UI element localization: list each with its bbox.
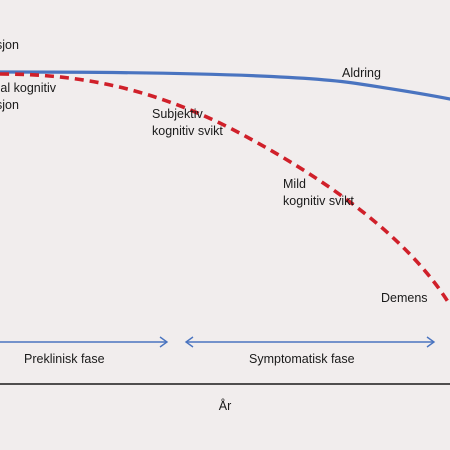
disease-curve	[0, 72, 450, 306]
label-subjective-line2: kognitiv svikt	[152, 124, 223, 138]
label-normal-cognition-line1: mal kognitiv	[0, 81, 57, 95]
preclinical-phase-arrow	[0, 336, 169, 348]
label-symptomatic-phase: Symptomatisk fase	[249, 352, 355, 366]
label-cognition-top: sjon	[0, 38, 19, 52]
label-subjective-line1: Subjektiv	[152, 107, 203, 121]
symptomatic-phase-arrow	[184, 336, 436, 348]
label-mild-line1: Mild	[283, 177, 306, 191]
label-dementia: Demens	[381, 291, 428, 305]
aging-curve	[0, 70, 450, 101]
label-aging: Aldring	[342, 66, 381, 80]
label-preclinical-phase: Preklinisk fase	[24, 352, 105, 366]
label-mild-line2: kognitiv svikt	[283, 194, 354, 208]
x-axis-label: År	[219, 398, 232, 413]
label-normal-cognition-line2: sjon	[0, 98, 19, 112]
